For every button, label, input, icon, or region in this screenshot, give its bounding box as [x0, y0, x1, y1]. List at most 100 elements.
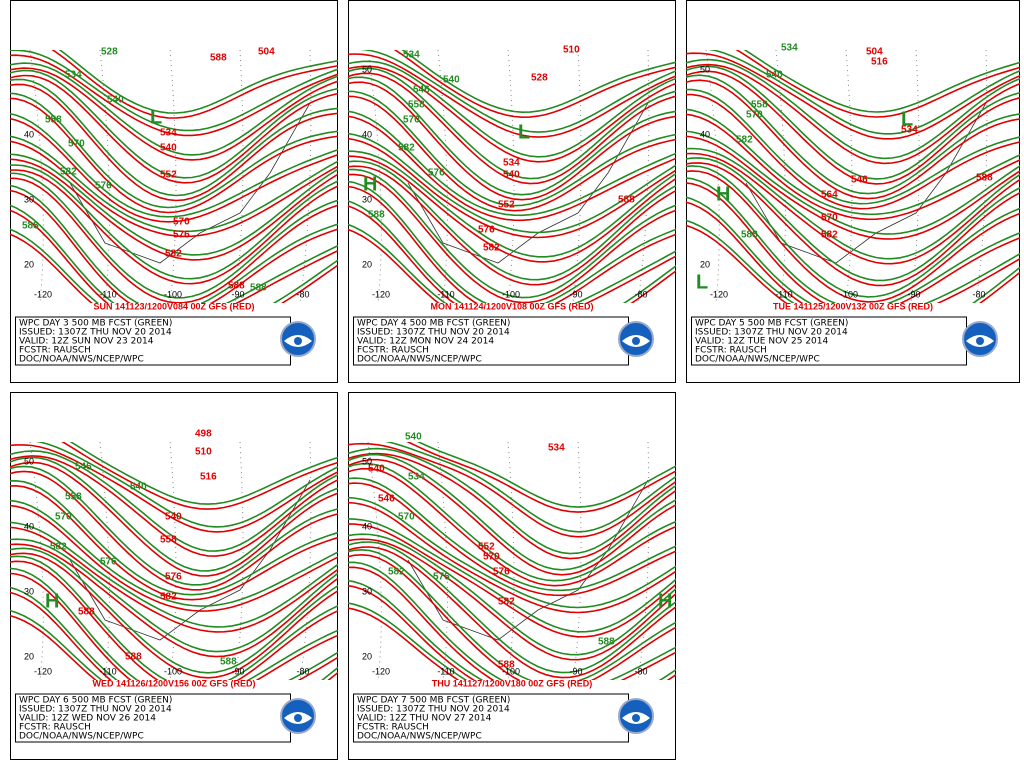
green-contour-label: 534 [65, 70, 82, 81]
contour-line [10, 184, 338, 303]
contour-line [393, 50, 676, 119]
longitude-label: -100 [840, 289, 858, 299]
contour-line [686, 130, 1020, 235]
noaa-logo-center [294, 714, 302, 722]
red-contour-label: 504 [866, 47, 883, 58]
red-contour-label: 534 [160, 128, 177, 139]
contour-line [348, 155, 676, 263]
contour-line [10, 164, 338, 280]
info-line: FCSTR: RAUSCH [357, 723, 429, 733]
info-box [15, 693, 291, 743]
green-contour-label: 570 [68, 139, 85, 150]
contour-line [10, 499, 338, 607]
contour-line [10, 609, 338, 680]
longitude-label: -120 [710, 289, 728, 299]
green-contour-label: 582 [50, 542, 67, 553]
green-contour-label: 588 [741, 230, 758, 241]
contour-line [686, 196, 1020, 303]
contour-line [401, 50, 676, 114]
red-contour-label: 576 [173, 230, 190, 241]
contour-line [348, 496, 676, 609]
green-contour-label: 528 [101, 47, 118, 58]
red-contour-label: 558 [160, 535, 177, 546]
info-line: DOC/NOAA/NWS/NCEP/WPC [19, 355, 144, 365]
graticule [299, 442, 312, 680]
red-contour-label: 582 [483, 243, 500, 254]
contour-line [10, 69, 338, 179]
contour-line [10, 78, 338, 197]
noaa-logo-center [632, 337, 640, 345]
info-line: ISSUED: 1307Z THU NOV 20 2014 [19, 328, 172, 338]
contour-line [348, 458, 676, 576]
info-box [691, 316, 967, 366]
contour-line [348, 60, 676, 158]
red-contour-label: 552 [160, 170, 177, 181]
green-contour-label: 588 [598, 637, 615, 648]
info-line: FCSTR: RAUSCH [695, 346, 767, 356]
longitude-label: -80 [972, 289, 985, 299]
contour-line [348, 137, 676, 239]
contour-line [686, 177, 1020, 303]
red-contour-label: 588 [618, 195, 635, 206]
red-contour-label: 570 [173, 217, 190, 228]
contour-line [69, 442, 338, 505]
contour-line [10, 83, 338, 202]
green-contour-label: 576 [428, 168, 445, 179]
green-contour-label: 540 [443, 75, 460, 86]
green-contour-label: 582 [398, 143, 415, 154]
forecast-panel: 50 40 30 20-120 -110 -100 -90 -80 546 558 570 582 57… [10, 392, 338, 760]
latitude-label: 30 [362, 586, 372, 596]
contour-line [10, 62, 338, 156]
green-contour-label: 546 [75, 462, 92, 473]
green-contour-label: 546 [413, 85, 430, 96]
longitude-label: -90 [231, 666, 244, 676]
info-line: DOC/NOAA/NWS/NCEP/WPC [357, 355, 482, 365]
red-contour-label: 582 [821, 230, 838, 241]
contour-line [686, 201, 1020, 303]
contours [348, 442, 676, 680]
red-contour-label: 588 [78, 607, 95, 618]
contour-line [348, 115, 676, 222]
contour-line [348, 541, 676, 674]
info-line: FCSTR: RAUSCH [357, 346, 429, 356]
panel-caption: TUE 141125/1200V132 00Z GFS (RED) [773, 301, 933, 311]
contour-line [348, 602, 468, 680]
contour-line [686, 63, 1020, 165]
red-contour-label: 588 [498, 660, 515, 671]
contour-line [686, 182, 1020, 303]
info-box [353, 316, 629, 366]
info-line: DOC/NOAA/NWS/NCEP/WPC [357, 732, 482, 742]
info-line: WPC DAY 7 500 MB FCST (GREEN) [357, 696, 510, 706]
contour-line [348, 160, 676, 281]
longitude-label: -100 [502, 289, 520, 299]
contour-line [10, 504, 338, 612]
longitude-label: -90 [231, 289, 244, 299]
green-contour-label: 576 [95, 181, 112, 192]
info-line: VALID: 12Z WED NOV 26 2014 [19, 714, 156, 724]
contour-line [686, 165, 1020, 298]
pressure-center: L [901, 108, 913, 130]
green-contour-label: 534 [781, 43, 798, 54]
latitude-label: 20 [700, 259, 710, 269]
contour-line [686, 93, 1020, 210]
contour-line [10, 591, 338, 680]
green-contour-label: 540 [405, 432, 422, 443]
green-contour-label: 534 [408, 472, 425, 483]
contour-line [10, 450, 338, 552]
red-contour-label: 570 [483, 552, 500, 563]
contour-line [686, 70, 1020, 185]
contour-line [10, 552, 338, 679]
contour-line [10, 209, 338, 303]
contour-line [10, 204, 338, 303]
green-contour-label: 576 [100, 557, 117, 568]
contour-line [348, 200, 676, 303]
contour-line [743, 50, 1020, 113]
panel-caption: MON 141124/1200V108 00Z GFS (RED) [430, 301, 593, 311]
latitude-label: 20 [362, 651, 372, 661]
forecast-panel: 50 40 30 20-120 -110 -100 -90 -80 540 534 570 576 58… [348, 392, 676, 760]
red-contour-label: 570 [821, 213, 838, 224]
info-line: ISSUED: 1307Z THU NOV 20 2014 [357, 328, 510, 338]
red-contour-label: 534 [548, 443, 565, 454]
contour-line [348, 76, 676, 196]
contour-line [348, 223, 676, 303]
